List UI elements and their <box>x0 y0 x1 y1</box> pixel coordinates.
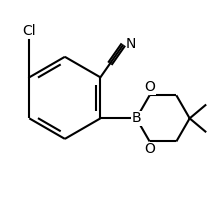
Text: O: O <box>144 142 155 156</box>
Text: B: B <box>132 111 141 125</box>
Text: Cl: Cl <box>22 24 36 38</box>
Text: N: N <box>125 37 136 51</box>
Text: O: O <box>144 80 155 94</box>
